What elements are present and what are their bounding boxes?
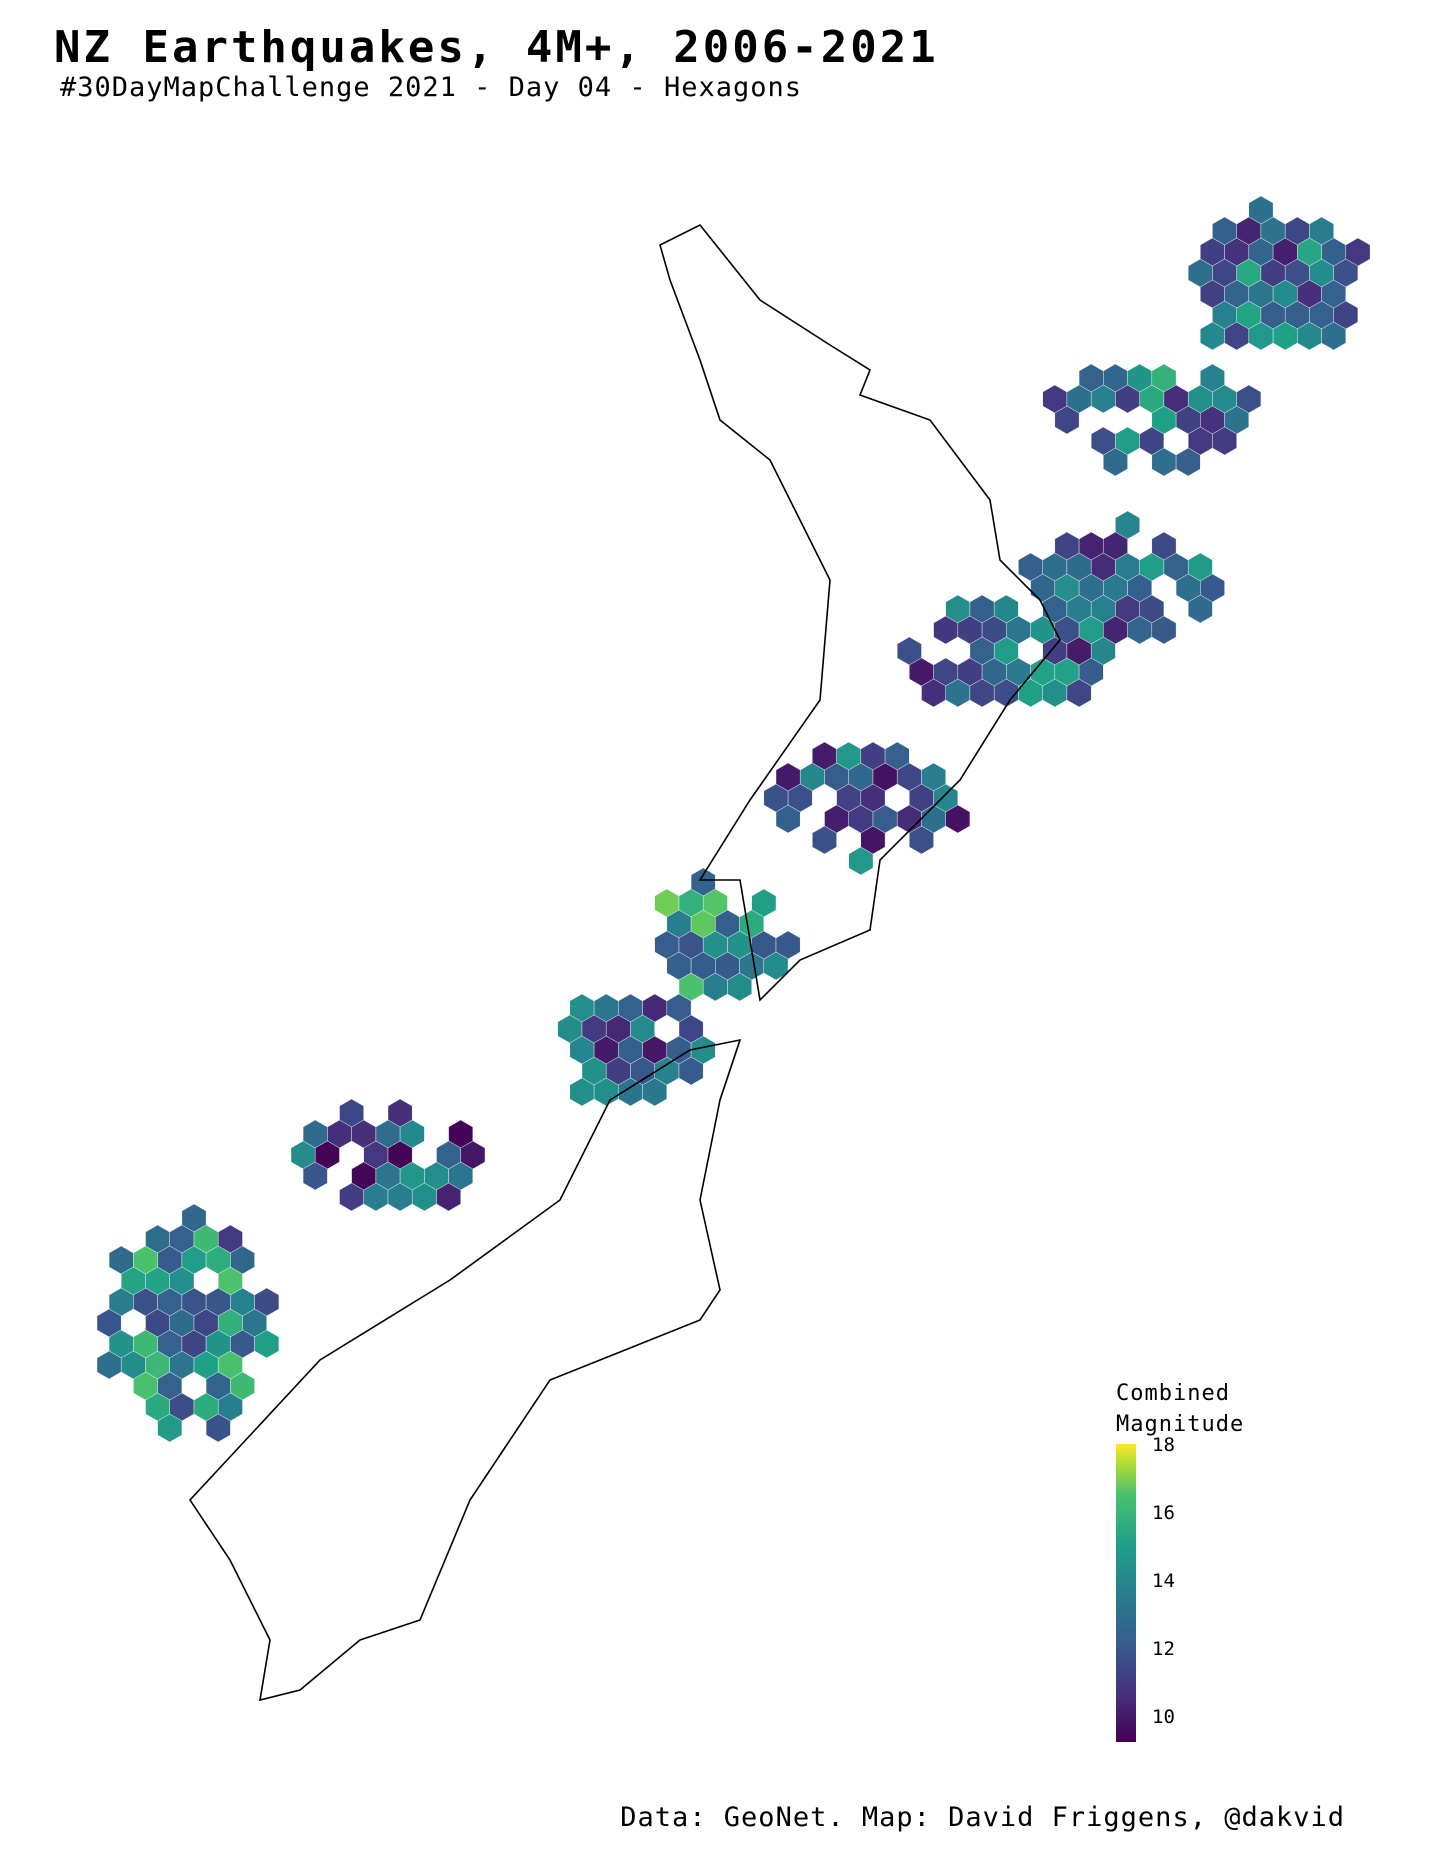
hexbin-cell — [775, 804, 801, 834]
hexbin-cell — [302, 1161, 328, 1191]
map-title: NZ Earthquakes, 4M+, 2006-2021 — [54, 22, 939, 73]
legend-tick-16: 16 — [1152, 1502, 1175, 1524]
hexbin-cell — [1321, 321, 1347, 351]
hexbin-cell — [909, 825, 934, 855]
hexbin-cell — [1212, 426, 1237, 456]
hexbin-cell — [812, 825, 837, 855]
map-caption: Data: GeoNet. Map: David Friggens, @dakv… — [620, 1802, 1345, 1833]
hexbin-cell — [1054, 405, 1080, 435]
hexbin-cell — [1187, 594, 1213, 624]
north-island-outline — [659, 223, 1061, 1002]
hexbin-cell — [848, 846, 874, 876]
hexbin-cell — [1175, 447, 1201, 477]
hexbin-cell — [678, 1056, 704, 1086]
legend-title-line1: Combined — [1116, 1381, 1230, 1406]
hexbin-cell — [254, 1329, 280, 1359]
legend-tick-12: 12 — [1152, 1638, 1175, 1660]
hexbin-cell — [205, 1413, 231, 1443]
map-subtitle: #30DayMapChallenge 2021 - Day 04 - Hexag… — [60, 72, 802, 103]
hexbin-cell — [157, 1413, 183, 1443]
legend-tick-18: 18 — [1152, 1434, 1175, 1456]
hexbin-cell — [642, 1077, 667, 1107]
hexbin-cell — [1151, 615, 1177, 645]
hexbin-cell — [1066, 678, 1092, 708]
legend-colorbar — [1116, 1444, 1136, 1742]
earthquake-hexbins — [96, 195, 1371, 1443]
legend-title-line2: Magnitude — [1116, 1412, 1245, 1437]
hexbin-cell — [763, 951, 789, 981]
south-island-outline — [188, 1038, 742, 1702]
hexbin-cell — [945, 804, 971, 834]
legend-tick-10: 10 — [1152, 1706, 1175, 1728]
hexbin-cell — [436, 1182, 461, 1212]
hexbin-cell — [1103, 447, 1128, 477]
coastline-hex-outline — [188, 223, 1061, 1702]
legend-title: Combined Magnitude — [1116, 1378, 1316, 1440]
legend-tick-14: 14 — [1152, 1570, 1175, 1592]
hexbin-cell — [727, 972, 752, 1002]
